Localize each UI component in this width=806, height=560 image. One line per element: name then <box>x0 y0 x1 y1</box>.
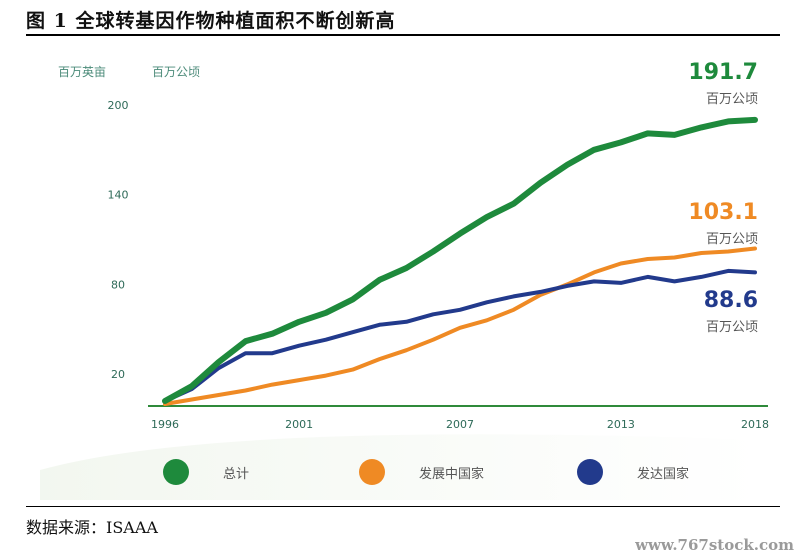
series-line-developed <box>163 268 757 403</box>
y-tick-label: 80 <box>111 278 125 291</box>
end-unit-label: 百万公顷 <box>705 320 758 335</box>
legend-label-total: 总计 <box>223 466 250 482</box>
title-rule <box>26 34 780 36</box>
end-value-label: 88.6 <box>703 288 758 313</box>
source-rule <box>26 506 780 507</box>
legend-swatch-developed <box>577 459 603 485</box>
watermark: www.767stock.com <box>635 536 794 554</box>
series-line-developing <box>163 246 757 406</box>
x-tick-label: 2013 <box>607 418 635 431</box>
y-tick-label: 140 <box>108 189 129 202</box>
end-unit-label: 百万公顷 <box>705 232 758 247</box>
x-tick-label: 2007 <box>446 418 474 431</box>
y-tick-label: 20 <box>111 368 125 381</box>
legend-label-developing: 发展中国家 <box>419 466 485 482</box>
legend-swatch-developing <box>359 459 385 485</box>
x-tick-label: 2001 <box>285 418 313 431</box>
legend-label-developed: 发达国家 <box>637 466 690 482</box>
x-tick-label: 1996 <box>151 418 179 431</box>
legend-item-total: 总计 <box>163 459 249 485</box>
legend-item-developed: 发达国家 <box>577 459 689 485</box>
y-unit-hectares: 百万公顷 <box>152 65 201 79</box>
y-tick-label: 200 <box>108 99 129 112</box>
end-unit-label: 百万公顷 <box>705 92 758 107</box>
figure-title: 图 1 全球转基因作物种植面积不断创新高 <box>26 10 396 32</box>
background-swoosh <box>40 434 760 500</box>
legend-swatch-total <box>163 459 189 485</box>
x-tick-label: 2018 <box>741 418 769 431</box>
series-line-total <box>162 116 758 404</box>
end-value-label: 103.1 <box>688 200 758 225</box>
y-unit-acres: 百万英亩 <box>58 65 107 79</box>
legend-item-developing: 发展中国家 <box>359 459 484 485</box>
source-note: 数据来源：ISAAA <box>26 518 158 537</box>
end-value-label: 191.7 <box>688 60 758 85</box>
